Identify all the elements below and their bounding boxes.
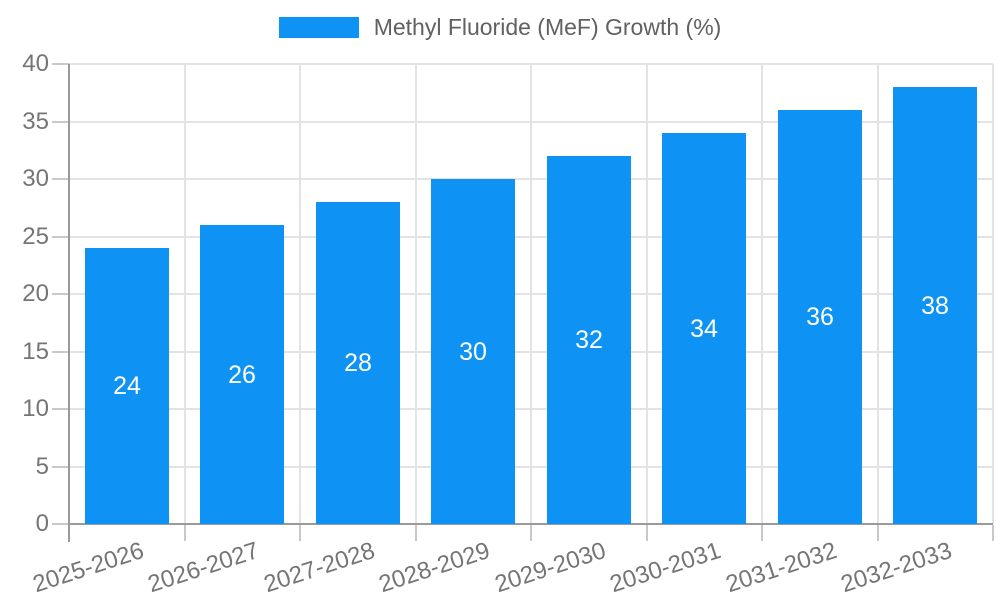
x-tick bbox=[646, 525, 648, 541]
bar: 36 bbox=[778, 110, 862, 524]
y-tick-label: 30 bbox=[22, 165, 49, 192]
bar-value-label: 34 bbox=[690, 315, 718, 343]
x-tick bbox=[530, 525, 532, 541]
bar-value-label: 24 bbox=[113, 372, 141, 400]
bar: 34 bbox=[662, 133, 746, 524]
x-tick-label: 2026-2027 bbox=[144, 537, 263, 599]
x-tick bbox=[184, 525, 186, 541]
y-tick-label: 10 bbox=[22, 395, 49, 422]
x-tick bbox=[415, 525, 417, 541]
legend-swatch bbox=[278, 17, 359, 38]
bar-value-label: 38 bbox=[921, 292, 949, 320]
x-axis-line bbox=[69, 523, 993, 525]
grid-line-v bbox=[530, 64, 532, 524]
x-tick-label: 2028-2029 bbox=[375, 537, 494, 599]
x-tick bbox=[299, 525, 301, 541]
grid-line-v bbox=[877, 64, 879, 524]
y-tick-label: 15 bbox=[22, 338, 49, 365]
x-tick-label: 2025-2026 bbox=[29, 537, 148, 599]
y-tick bbox=[52, 63, 69, 65]
legend-label: Methyl Fluoride (MeF) Growth (%) bbox=[373, 14, 722, 40]
y-tick bbox=[52, 236, 69, 238]
y-tick bbox=[52, 293, 69, 295]
y-tick-label: 25 bbox=[22, 223, 49, 250]
grid-line-v bbox=[761, 64, 763, 524]
y-tick-label: 20 bbox=[22, 280, 49, 307]
y-tick-label: 35 bbox=[22, 108, 49, 135]
x-tick-label: 2030-2031 bbox=[606, 537, 725, 599]
grid-line-v bbox=[299, 64, 301, 524]
y-tick bbox=[52, 178, 69, 180]
bar: 24 bbox=[85, 248, 169, 524]
bar-value-label: 32 bbox=[575, 326, 603, 354]
bar: 26 bbox=[200, 225, 284, 524]
x-tick-label: 2031-2032 bbox=[722, 537, 841, 599]
bar-value-label: 30 bbox=[459, 338, 487, 366]
y-tick bbox=[52, 408, 69, 410]
y-tick-label: 40 bbox=[22, 50, 49, 77]
bar-value-label: 28 bbox=[344, 349, 372, 377]
y-tick bbox=[52, 466, 69, 468]
y-tick-label: 0 bbox=[35, 510, 49, 537]
x-tick-label: 2029-2030 bbox=[491, 537, 610, 599]
y-tick bbox=[52, 121, 69, 123]
grid-line-v bbox=[992, 64, 994, 524]
y-tick bbox=[52, 523, 69, 525]
y-tick bbox=[52, 351, 69, 353]
x-tick-label: 2032-2033 bbox=[837, 537, 956, 599]
grid-line-v bbox=[184, 64, 186, 524]
bar: 38 bbox=[893, 87, 977, 524]
grid-line-v bbox=[415, 64, 417, 524]
grid-line-v bbox=[646, 64, 648, 524]
bar: 30 bbox=[431, 179, 515, 524]
y-tick-label: 5 bbox=[35, 453, 49, 480]
x-tick bbox=[992, 525, 994, 541]
bar: 28 bbox=[316, 202, 400, 524]
x-tick bbox=[761, 525, 763, 541]
bar-value-label: 26 bbox=[228, 361, 256, 389]
y-axis-line bbox=[68, 64, 70, 542]
bar: 32 bbox=[547, 156, 631, 524]
x-tick bbox=[877, 525, 879, 541]
x-tick-label: 2027-2028 bbox=[260, 537, 379, 599]
bar-value-label: 36 bbox=[806, 303, 834, 331]
legend: Methyl Fluoride (MeF) Growth (%) bbox=[0, 14, 1000, 41]
